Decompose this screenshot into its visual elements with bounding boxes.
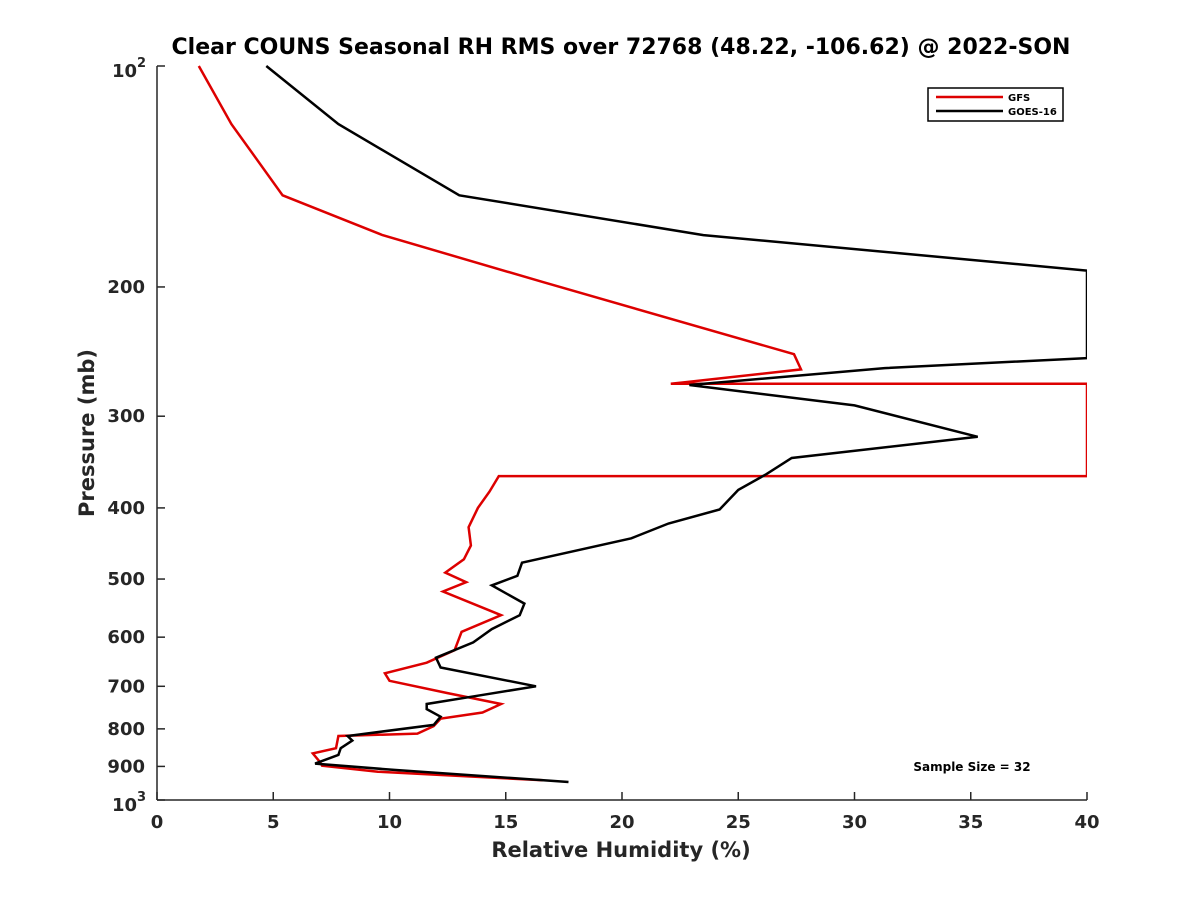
- legend-label-goes16: GOES-16: [1008, 107, 1057, 118]
- chart-title: Clear COUNS Seasonal RH RMS over 72768 (…: [172, 35, 1071, 60]
- y-tick-exponent: 3: [137, 790, 146, 805]
- y-tick-label: 500: [107, 569, 145, 590]
- x-tick-label: 20: [609, 812, 634, 833]
- sample-size-annotation: Sample Size = 32: [913, 760, 1030, 774]
- x-tick-label: 5: [267, 812, 280, 833]
- series-line-gfs: [197, 65, 1087, 782]
- x-tick-label: 25: [726, 812, 751, 833]
- x-tick-label: 30: [842, 812, 867, 833]
- x-tick-label: 35: [958, 812, 983, 833]
- axes: [156, 66, 1087, 801]
- y-tick-label: 700: [107, 676, 145, 697]
- y-tick-label: 400: [107, 498, 145, 519]
- y-tick-exponent: 2: [137, 56, 146, 71]
- y-tick-label: 800: [107, 719, 145, 740]
- legend: GFS GOES-16: [927, 87, 1064, 122]
- x-tick-label: 40: [1074, 812, 1099, 833]
- y-axis-label: Pressure (mb): [75, 349, 99, 517]
- x-axis-label: Relative Humidity (%): [491, 838, 750, 862]
- y-tick-label: 300: [107, 406, 145, 427]
- x-tick-label: 15: [493, 812, 518, 833]
- plot-area: [197, 65, 1087, 784]
- x-tick-label: 0: [151, 812, 164, 833]
- y-tick-label: 600: [107, 627, 145, 648]
- y-tick-label: 10: [112, 795, 137, 816]
- x-tick-label: 10: [377, 812, 402, 833]
- y-tick-label: 200: [107, 277, 145, 298]
- series-line-goes16: [265, 65, 1087, 784]
- y-tick-label: 10: [112, 61, 137, 82]
- x-axis-ticks: 0 5 10 15 20 25 30 35 40: [151, 792, 1100, 833]
- legend-box: [927, 87, 1064, 122]
- legend-label-gfs: GFS: [1008, 93, 1030, 104]
- y-tick-label: 900: [107, 756, 145, 777]
